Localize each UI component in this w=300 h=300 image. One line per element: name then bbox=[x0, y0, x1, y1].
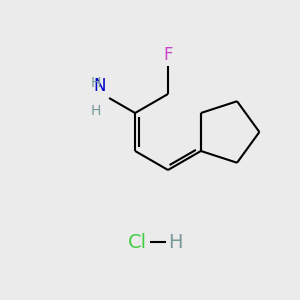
Text: Cl: Cl bbox=[128, 232, 147, 251]
Text: N: N bbox=[94, 77, 106, 95]
Text: F: F bbox=[163, 46, 173, 64]
Text: H: H bbox=[168, 232, 182, 251]
Text: H: H bbox=[91, 104, 101, 118]
Text: H: H bbox=[91, 76, 101, 90]
